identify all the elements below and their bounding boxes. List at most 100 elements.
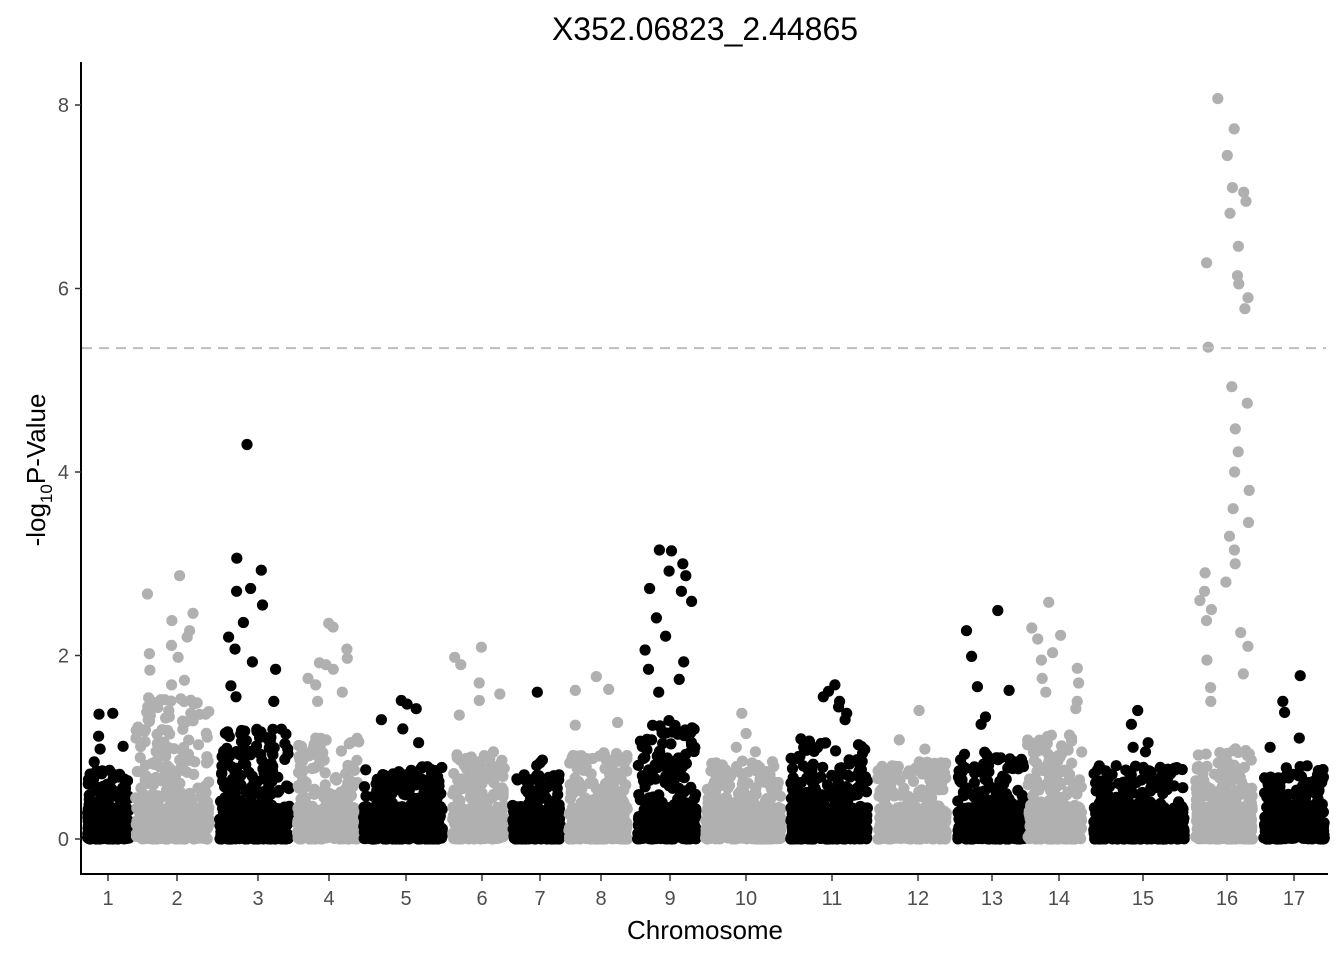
snp-point xyxy=(410,779,422,791)
snp-point xyxy=(247,787,259,799)
snp-point-peak xyxy=(397,723,409,735)
snp-point xyxy=(569,777,582,789)
snp-point xyxy=(787,783,799,796)
snp-point xyxy=(638,775,650,787)
snp-point xyxy=(710,791,722,803)
snp-point xyxy=(639,751,651,764)
snp-point xyxy=(643,832,655,845)
snp-point xyxy=(581,804,593,817)
snp-point xyxy=(496,754,508,766)
snp-point-peak xyxy=(675,585,688,597)
snp-point xyxy=(585,830,597,842)
snp-point xyxy=(117,782,129,794)
snp-point-peak xyxy=(740,727,752,740)
snp-point-peak xyxy=(93,730,105,742)
snp-point xyxy=(641,733,653,745)
snp-point xyxy=(113,801,125,813)
snp-point-peak xyxy=(660,630,672,642)
snp-point xyxy=(299,822,312,834)
snp-point xyxy=(234,747,246,759)
snp-point xyxy=(858,831,871,843)
snp-point xyxy=(817,761,829,773)
snp-point xyxy=(609,804,621,816)
snp-point xyxy=(702,803,714,815)
snp-point xyxy=(565,787,577,799)
snp-point xyxy=(106,825,118,837)
snp-point xyxy=(912,791,925,803)
snp-point xyxy=(450,789,462,802)
snp-point xyxy=(360,764,372,776)
snp-point xyxy=(635,810,647,822)
snp-point xyxy=(182,804,194,816)
snp-point xyxy=(153,829,165,841)
snp-point-peak xyxy=(88,756,100,768)
snp-point xyxy=(131,765,143,778)
snp-point xyxy=(319,767,331,779)
snp-point xyxy=(850,815,862,827)
snp-point xyxy=(147,779,159,791)
snp-point-peak xyxy=(241,438,253,451)
snp-point xyxy=(671,802,683,815)
snp-point xyxy=(373,811,385,823)
snp-point xyxy=(736,755,749,767)
snp-point xyxy=(860,815,872,827)
snp-point xyxy=(121,832,133,844)
snp-point xyxy=(454,754,466,766)
snp-point xyxy=(176,829,188,841)
snp-point xyxy=(135,740,147,753)
snp-point xyxy=(134,752,146,764)
snp-point xyxy=(826,769,838,782)
snp-point xyxy=(381,786,394,798)
snp-point xyxy=(855,764,868,776)
snp-point-peak xyxy=(749,746,762,758)
snp-point xyxy=(387,768,399,780)
snp-point xyxy=(511,773,523,785)
snp-point xyxy=(803,820,816,832)
snp-point xyxy=(842,782,854,795)
chart-title: X352.06823_2.44865 xyxy=(552,11,858,47)
snp-point xyxy=(90,765,103,777)
snp-point xyxy=(371,773,383,785)
snp-point xyxy=(400,814,412,827)
snp-point xyxy=(293,801,305,813)
snp-point-peak xyxy=(473,694,485,707)
snp-point xyxy=(821,779,834,791)
snp-point xyxy=(416,761,428,773)
snp-point-peak xyxy=(401,698,413,710)
snp-point-peak xyxy=(310,679,322,691)
snp-point xyxy=(151,790,163,802)
snp-point xyxy=(113,771,125,783)
snp-point xyxy=(478,750,490,762)
snp-point xyxy=(653,830,666,842)
snp-point-peak xyxy=(341,652,353,664)
snp-point-peak xyxy=(256,599,269,611)
snp-point xyxy=(203,706,215,718)
snp-point xyxy=(163,711,175,723)
snp-point xyxy=(152,702,164,714)
snp-point xyxy=(310,808,322,821)
snp-point xyxy=(372,782,384,795)
snp-point xyxy=(203,776,215,788)
snp-point-peak xyxy=(673,673,685,686)
snp-point-peak xyxy=(312,695,324,708)
snp-point xyxy=(298,782,310,794)
snp-point-peak xyxy=(453,709,465,721)
snp-point xyxy=(244,749,256,761)
snp-point xyxy=(351,732,363,745)
snp-point xyxy=(192,739,205,751)
snp-point xyxy=(615,768,627,780)
snp-point xyxy=(721,792,733,804)
snp-point xyxy=(308,832,320,844)
snp-point xyxy=(652,761,664,774)
snp-point xyxy=(340,829,352,841)
snp-point xyxy=(926,792,938,804)
snp-point-peak xyxy=(449,651,461,663)
snp-point-peak xyxy=(612,716,624,729)
snp-point xyxy=(216,824,228,837)
snp-point xyxy=(447,813,459,825)
snp-point xyxy=(605,765,617,777)
snp-point xyxy=(361,812,373,825)
snp-point-peak xyxy=(839,714,851,726)
snp-point-peak xyxy=(107,707,119,719)
snp-point xyxy=(130,732,142,744)
